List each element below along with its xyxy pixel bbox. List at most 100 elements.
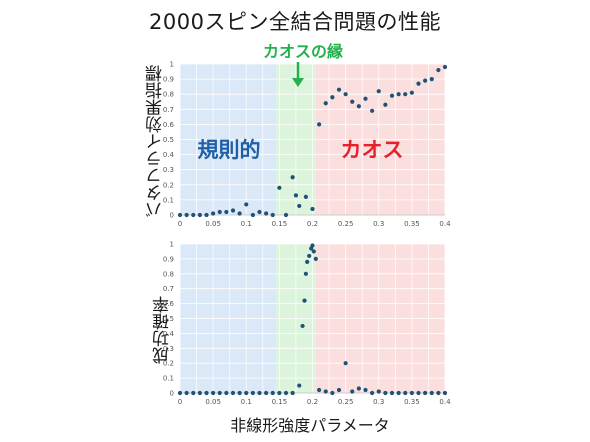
bottom-data-point <box>423 390 428 396</box>
bottom-data-point <box>264 390 269 396</box>
top-y-tick-label: 0.5 <box>163 136 174 144</box>
chaos-region-label: カオス <box>341 138 404 162</box>
bottom-y-tick-label: 0.9 <box>163 255 174 263</box>
top-data-point <box>293 193 299 198</box>
bottom-data-point <box>305 259 310 264</box>
edge-arrow-head <box>292 78 304 87</box>
page-title: 2000スピン全結合問題の性能 <box>149 10 441 34</box>
bottom-data-point <box>250 390 255 396</box>
top-x-tick-label: 0.2 <box>307 220 318 228</box>
top-x-tick-label: 0.25 <box>338 220 354 228</box>
top-y-tick-label: 0.2 <box>163 181 174 189</box>
bottom-x-tick-label: 0.4 <box>439 398 451 406</box>
bottom-x-tick-label: 0.2 <box>307 398 318 406</box>
bottom-y-tick-label: 0.1 <box>163 375 174 383</box>
top-x-tick-label: 0.05 <box>205 220 221 228</box>
bottom-data-point <box>311 249 316 254</box>
top-data-point <box>343 92 348 97</box>
top-data-point <box>177 212 183 218</box>
bottom-data-point <box>403 390 408 396</box>
bottom-data-point <box>257 390 262 396</box>
bottom-data-point <box>356 386 361 391</box>
bottom-data-point <box>323 389 328 394</box>
bottom-data-point <box>297 383 302 388</box>
top-data-point <box>224 209 229 215</box>
bottom-y-tick-label: 0.2 <box>163 360 174 368</box>
top-data-point <box>257 209 262 215</box>
edge-of-chaos-label: カオスの縁 <box>262 42 343 61</box>
bottom-y-tick-label: 0.4 <box>163 330 175 338</box>
top-x-tick-label: 0.3 <box>373 220 384 228</box>
top-data-point <box>250 212 255 218</box>
top-data-point <box>211 211 216 216</box>
top-data-point <box>297 203 302 209</box>
top-y-tick-label: 1 <box>170 61 174 69</box>
x-axis-label: 非線形強度パラメータ <box>230 416 390 435</box>
bottom-data-point <box>307 253 312 259</box>
bottom-data-point <box>277 390 282 396</box>
top-data-point <box>184 212 189 218</box>
top-y-tick-label: 0 <box>170 212 174 220</box>
bottom-data-point <box>224 390 229 396</box>
bottom-data-point <box>376 389 381 394</box>
top-data-point <box>277 185 282 190</box>
bottom-data-point <box>303 271 308 276</box>
top-data-point <box>204 212 209 218</box>
bottom-x-tick-label: 0.3 <box>373 398 384 406</box>
bottom-data-point <box>217 390 222 396</box>
top-x-tick-label: 0.35 <box>404 220 420 228</box>
bottom-data-point <box>270 390 275 396</box>
top-data-point <box>244 202 249 207</box>
top-data-point <box>423 78 428 83</box>
bottom-y-tick-label: 0.7 <box>163 285 174 293</box>
bottom-data-point <box>300 323 305 329</box>
bottom-data-point <box>383 390 388 396</box>
bottom-data-point <box>290 390 295 396</box>
bottom-data-point <box>177 390 183 396</box>
bottom-data-point <box>370 390 375 396</box>
bottom-data-point <box>363 387 368 393</box>
bottom-x-tick-label: 0 <box>178 398 182 406</box>
bottom-data-point <box>204 390 209 396</box>
top-chart: 0 0.1 0.2 0.3 0.4 0.5 0.6 0.7 0.8 0.9 1 0 0.05 0.1 0.1… <box>163 61 451 229</box>
bottom-y-tick-label: 0 <box>170 390 174 398</box>
top-data-point <box>303 194 308 199</box>
top-data-point <box>330 95 335 100</box>
top-data-point <box>197 212 202 218</box>
top-y-tick-label: 0.4 <box>163 151 175 159</box>
top-data-point <box>230 208 236 213</box>
bottom-data-point <box>184 390 189 396</box>
bottom-y-tick-label: 1 <box>170 241 174 249</box>
bottom-data-point <box>389 390 395 396</box>
top-y-tick-label: 0.8 <box>163 91 174 99</box>
top-data-point <box>264 211 269 216</box>
bottom-data-point <box>283 390 289 396</box>
bottom-data-point <box>416 390 421 396</box>
bottom-data-point <box>336 387 342 393</box>
top-data-point <box>290 175 295 180</box>
top-data-point <box>363 96 368 101</box>
top-x-tick-label: 0.15 <box>272 220 288 228</box>
bottom-y-tick-label: 0.8 <box>163 270 174 278</box>
bottom-chart: 0 0.1 0.2 0.3 0.4 0.5 0.6 0.7 0.8 0.9 1 0 0.05 0.1 0.1… <box>163 241 451 407</box>
top-data-point <box>416 81 421 86</box>
bottom-y-tick-label: 0.3 <box>163 345 174 353</box>
bottom-x-tick-label: 0.25 <box>338 398 354 406</box>
top-data-point <box>409 90 414 95</box>
bottom-data-point <box>237 390 242 396</box>
bottom-data-point <box>197 390 202 396</box>
top-data-point <box>317 122 322 127</box>
bottom-data-point <box>436 390 441 396</box>
top-data-point <box>237 211 242 216</box>
top-x-tick-label: 0 <box>178 220 182 228</box>
top-data-point <box>403 92 408 97</box>
top-data-point <box>270 212 275 218</box>
top-data-point <box>370 108 375 113</box>
top-data-point <box>191 212 196 218</box>
bottom-data-point <box>409 390 414 396</box>
top-x-tick-label: 0.4 <box>439 220 451 228</box>
bottom-data-point <box>317 387 322 393</box>
top-x-tick-label: 0.1 <box>241 220 252 228</box>
top-y-tick-label: 0.1 <box>163 196 174 204</box>
